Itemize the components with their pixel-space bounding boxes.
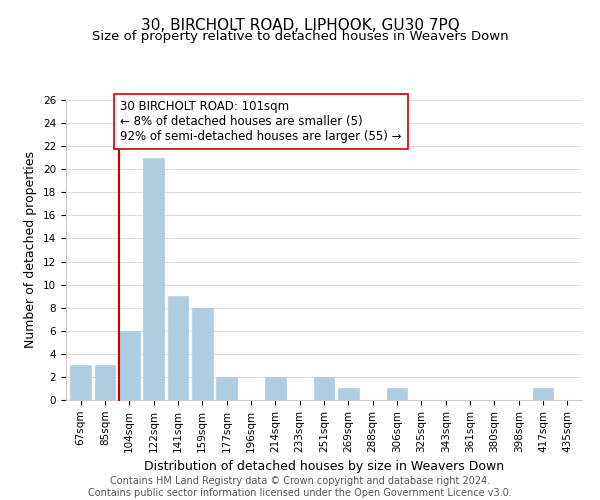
Bar [216, 377, 237, 400]
Bar [70, 366, 91, 400]
Bar [192, 308, 212, 400]
Bar [119, 331, 140, 400]
Bar [95, 366, 115, 400]
Bar [143, 158, 164, 400]
Bar [167, 296, 188, 400]
X-axis label: Distribution of detached houses by size in Weavers Down: Distribution of detached houses by size … [144, 460, 504, 473]
Y-axis label: Number of detached properties: Number of detached properties [25, 152, 37, 348]
Text: Contains HM Land Registry data © Crown copyright and database right 2024.
Contai: Contains HM Land Registry data © Crown c… [88, 476, 512, 498]
Bar [314, 377, 334, 400]
Bar [338, 388, 359, 400]
Bar [265, 377, 286, 400]
Text: 30 BIRCHOLT ROAD: 101sqm
← 8% of detached houses are smaller (5)
92% of semi-det: 30 BIRCHOLT ROAD: 101sqm ← 8% of detache… [120, 100, 401, 143]
Bar [533, 388, 553, 400]
Bar [386, 388, 407, 400]
Text: 30, BIRCHOLT ROAD, LIPHOOK, GU30 7PQ: 30, BIRCHOLT ROAD, LIPHOOK, GU30 7PQ [140, 18, 460, 32]
Text: Size of property relative to detached houses in Weavers Down: Size of property relative to detached ho… [92, 30, 508, 43]
